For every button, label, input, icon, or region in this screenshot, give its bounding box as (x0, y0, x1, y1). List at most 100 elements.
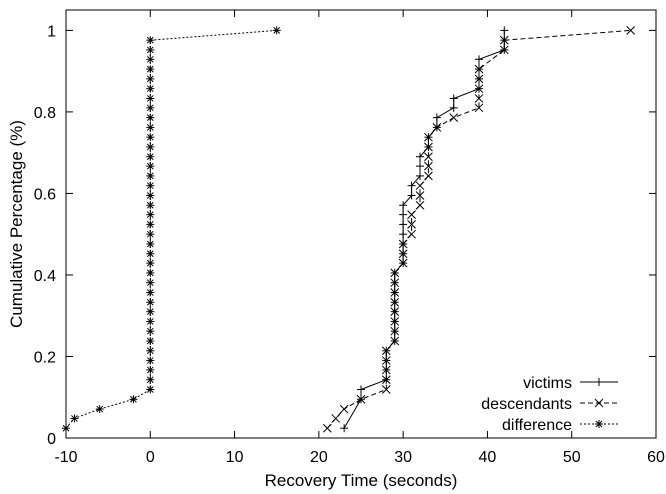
data-point-difference (146, 356, 155, 365)
marker-stroke (424, 152, 433, 162)
data-point-difference (146, 133, 155, 142)
data-point-victims (340, 424, 349, 433)
data-point-descendants (499, 45, 509, 55)
marker-stroke (390, 288, 400, 297)
marker-stroke (146, 162, 154, 170)
data-point-victims (475, 55, 483, 64)
marker-stroke (474, 64, 484, 74)
marker-stroke (146, 65, 154, 73)
marker-stroke (390, 336, 400, 346)
data-point-descendants (499, 35, 509, 45)
series-difference (62, 26, 281, 433)
y-tick-label: 1 (47, 23, 56, 40)
marker-stroke (594, 398, 604, 408)
data-point-victims (500, 26, 509, 35)
marker-stroke (146, 211, 154, 218)
x-tick-label: 30 (394, 449, 412, 466)
data-point-descendants (424, 142, 433, 152)
data-point-difference (146, 142, 155, 151)
data-point-descendants (381, 346, 391, 356)
marker-stroke (146, 337, 154, 345)
y-axis-ticks: 0 0.2 0.4 0.6 0.8 1 (34, 23, 656, 448)
legend-marker-descendants (594, 398, 604, 408)
data-point-descendants (424, 132, 433, 142)
data-point-difference (146, 103, 155, 112)
data-point-victims (416, 171, 424, 180)
marker-stroke (146, 298, 154, 306)
marker-stroke (398, 249, 408, 259)
data-point-victims (416, 162, 424, 171)
marker-stroke (273, 27, 281, 34)
data-point-descendants (474, 84, 484, 94)
marker-stroke (146, 55, 154, 63)
data-point-difference (146, 288, 155, 297)
data-point-descendants (331, 414, 341, 423)
marker-stroke (322, 423, 332, 433)
marker-stroke (381, 356, 391, 365)
marker-stroke (146, 230, 154, 238)
data-point-descendants (474, 103, 484, 113)
data-point-difference (95, 405, 104, 414)
data-point-victims (399, 201, 408, 210)
data-point-difference (146, 55, 155, 64)
series-line-victims (343, 30, 505, 429)
marker-stroke (381, 365, 391, 375)
data-point-descendants (449, 113, 459, 122)
x-tick-label: 0 (146, 449, 155, 466)
marker-stroke (146, 308, 154, 315)
marker-stroke (432, 123, 442, 132)
data-point-descendants (432, 123, 442, 132)
marker-stroke (398, 239, 408, 249)
data-point-descendants (424, 171, 433, 181)
marker-stroke (424, 171, 433, 181)
y-tick-label: 0.2 (34, 349, 56, 366)
marker-stroke (595, 420, 603, 428)
marker-stroke (146, 46, 154, 54)
data-point-descendants (381, 356, 391, 365)
marker-stroke (146, 376, 154, 384)
data-point-difference (146, 317, 155, 326)
data-point-difference (146, 259, 155, 268)
marker-stroke (146, 327, 154, 335)
y-tick-label: 0.4 (34, 268, 56, 285)
marker-stroke (390, 268, 400, 278)
data-point-difference (146, 113, 155, 122)
plot-frame (65, 9, 657, 439)
data-point-descendants (339, 404, 349, 414)
marker-stroke (356, 394, 366, 404)
marker-stroke (407, 210, 416, 219)
data-point-descendants (390, 268, 400, 278)
marker-stroke (381, 375, 391, 385)
data-point-descendants (415, 181, 425, 191)
data-point-difference (62, 424, 70, 433)
marker-stroke (146, 347, 154, 355)
data-point-descendants (474, 64, 484, 74)
marker-stroke (146, 201, 154, 209)
data-point-descendants (322, 423, 332, 433)
data-point-difference (146, 220, 155, 229)
data-point-descendants (626, 26, 636, 35)
data-point-victims (407, 181, 416, 190)
data-point-descendants (390, 317, 400, 326)
marker-stroke (449, 113, 459, 122)
data-point-victims (449, 94, 458, 103)
marker-stroke (499, 45, 509, 55)
data-point-descendants (390, 288, 400, 297)
data-point-difference (146, 171, 155, 180)
marker-stroke (146, 259, 154, 267)
marker-stroke (331, 414, 341, 423)
data-point-difference (146, 239, 155, 248)
data-point-difference (146, 210, 155, 219)
x-axis-ticks: -10 0 10 20 30 40 50 60 (54, 10, 665, 466)
data-point-descendants (390, 297, 400, 307)
marker-stroke (398, 258, 408, 268)
marker-stroke (71, 415, 78, 422)
data-point-difference (146, 123, 155, 132)
data-point-descendants (381, 375, 391, 385)
data-point-difference (146, 36, 155, 45)
data-point-descendants (424, 161, 433, 171)
data-point-difference (146, 268, 155, 277)
marker-stroke (474, 84, 484, 94)
data-point-descendants (474, 74, 484, 84)
marker-stroke (381, 385, 391, 394)
